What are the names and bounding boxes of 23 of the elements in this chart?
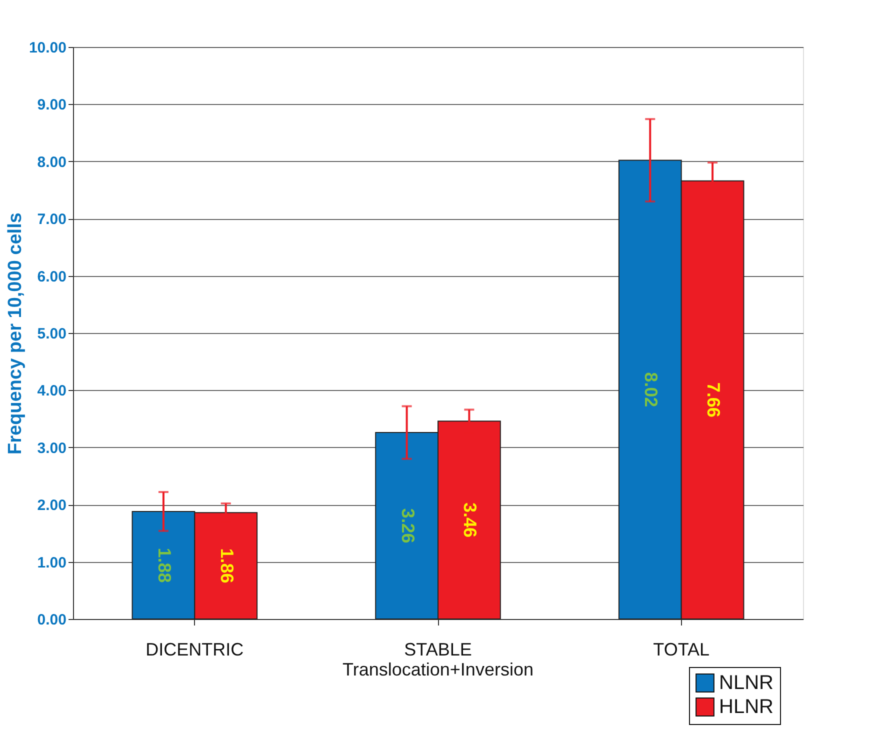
data-label: 3.46 bbox=[460, 502, 480, 538]
y-axis-title: Frequency per 10,000 cells bbox=[4, 212, 26, 454]
y-tick-label: 5.00 bbox=[37, 326, 66, 342]
legend-label: NLNR bbox=[719, 672, 774, 694]
y-tick-label: 1.00 bbox=[37, 554, 66, 572]
data-label: 1.86 bbox=[216, 548, 237, 584]
x-tick-label: TOTAL bbox=[653, 640, 710, 660]
x-tick-label: STABLE Translocation+Inversion bbox=[342, 640, 534, 680]
y-tick-label: 8.00 bbox=[37, 154, 66, 171]
y-tick-label: 0.00 bbox=[37, 612, 66, 628]
y-tick-label: 3.00 bbox=[37, 440, 66, 457]
y-tick-label: 6.00 bbox=[37, 268, 66, 286]
y-tick-label: 7.00 bbox=[37, 211, 66, 228]
x-tick-label: DICENTRIC bbox=[146, 640, 244, 660]
data-label: 3.26 bbox=[398, 508, 418, 544]
data-label: 1.88 bbox=[154, 548, 174, 583]
y-tick-label: 9.00 bbox=[37, 96, 66, 114]
y-tick-label: 10.00 bbox=[28, 40, 66, 56]
data-label: 7.66 bbox=[704, 382, 724, 418]
y-tick-label: 4.00 bbox=[37, 382, 66, 400]
legend-label: HLNR bbox=[719, 696, 774, 718]
data-label: 8.02 bbox=[641, 372, 662, 408]
y-tick-label: 2.00 bbox=[37, 497, 66, 514]
